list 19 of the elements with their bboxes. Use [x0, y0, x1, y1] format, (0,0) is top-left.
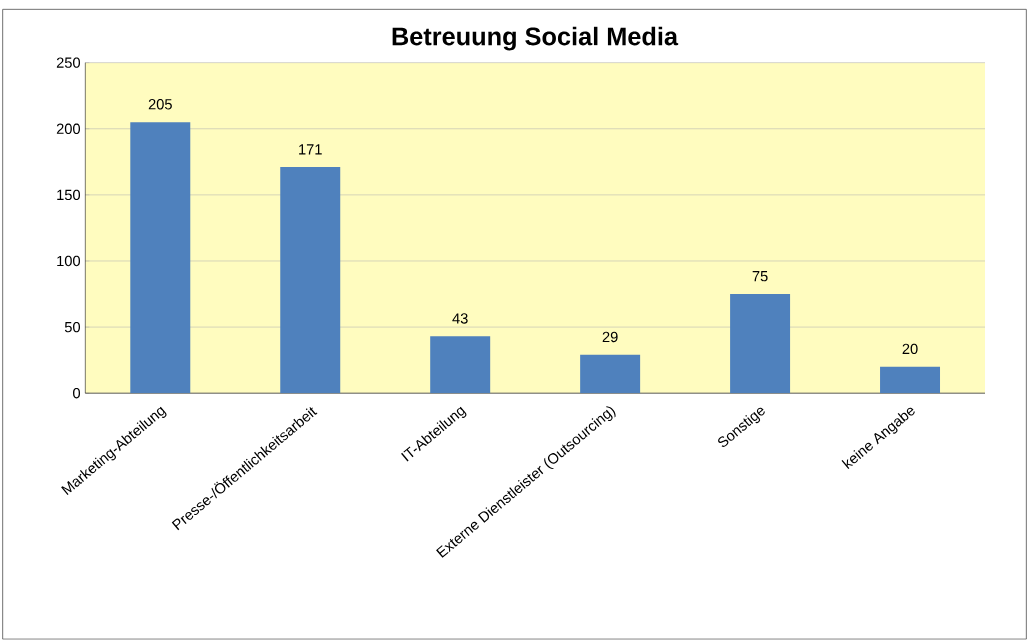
- bar: [580, 354, 641, 394]
- y-tick-label: 250: [56, 57, 81, 68]
- y-tick-label: 150: [57, 189, 81, 201]
- bar: [430, 336, 491, 394]
- y-tick-label: 100: [57, 255, 81, 267]
- bar: [130, 122, 191, 394]
- data-label: 20: [902, 343, 918, 355]
- data-label: 171: [299, 144, 322, 155]
- bar: [880, 366, 941, 394]
- chart-title: Betreuung Social Media: [392, 26, 679, 51]
- data-label: 75: [752, 271, 768, 282]
- y-tick-label: 200: [56, 123, 81, 135]
- data-label: 43: [452, 313, 468, 324]
- bar: [730, 294, 791, 394]
- y-tick-label: 50: [64, 322, 81, 333]
- data-label: 205: [148, 99, 172, 110]
- data-label: 29: [602, 331, 618, 343]
- bar: [280, 167, 341, 394]
- y-tick-label: 0: [73, 388, 81, 399]
